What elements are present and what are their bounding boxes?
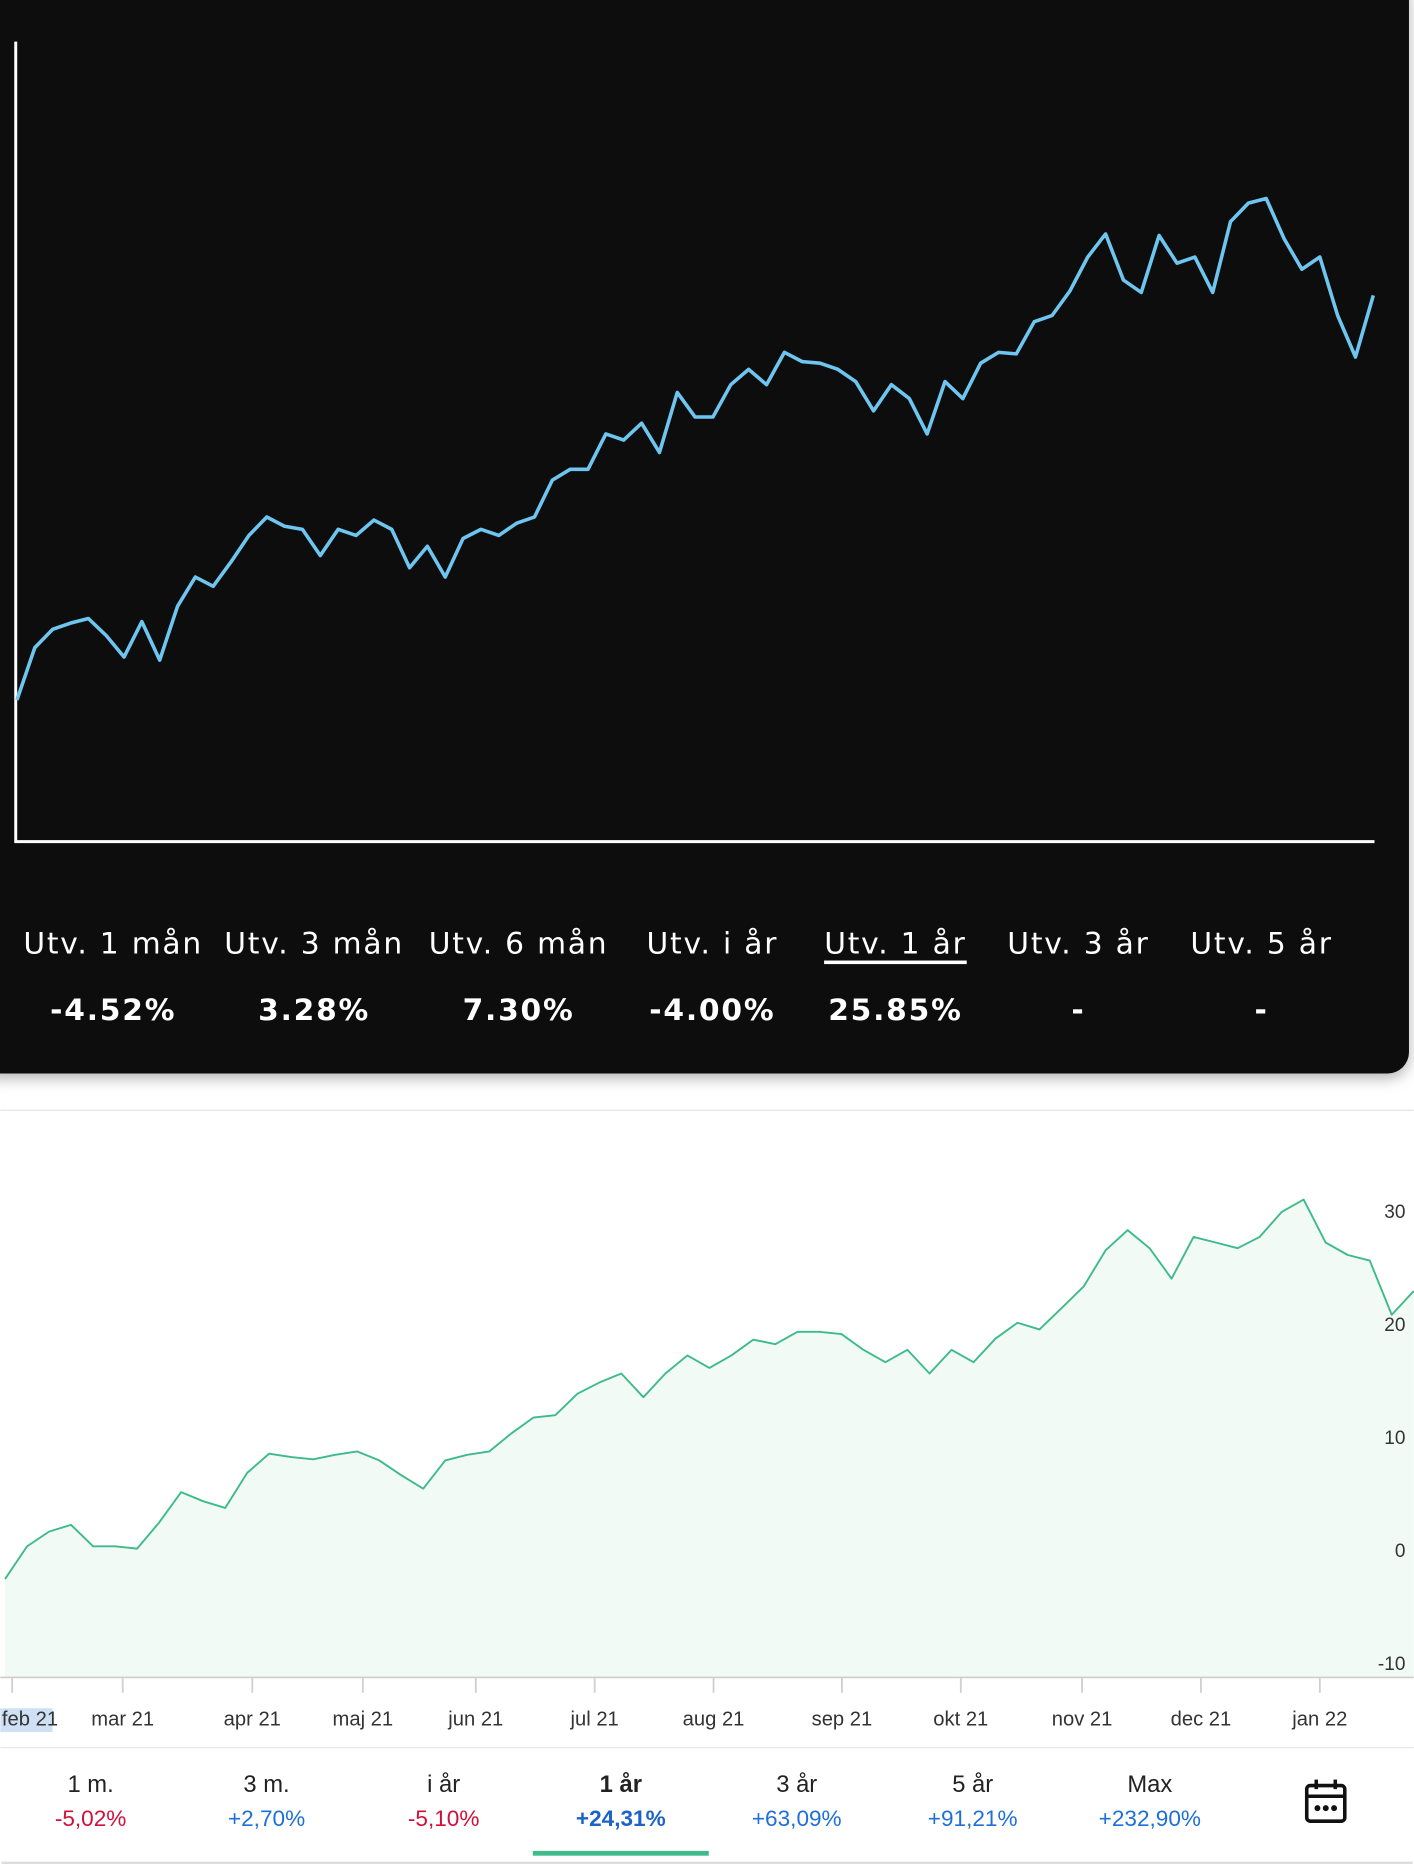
period-label[interactable]: Max [1127,1771,1172,1798]
bottom-chart: 30 20 10 0 -10 feb 21 mar 21 apr 21 maj 21 jun 21… [0,1198,1414,1733]
period-change: +2,70% [228,1806,305,1831]
x-tick-label: jul 21 [570,1709,619,1731]
period-change: +63,09% [752,1806,842,1831]
period-selector: 1 m. -5,02% 3 m. +2,70% i år -5,10% 1 år +24,31… [55,1771,1201,1856]
line [4,1198,1414,1580]
period-label[interactable]: 1 m. [68,1771,114,1798]
stat-label[interactable]: Utv. 1 mån [23,927,203,962]
x-tick-label: mar 21 [91,1709,154,1731]
stat-label[interactable]: Utv. 1 år [824,927,966,962]
stat-value: -4.52% [50,993,176,1028]
x-tick-label: dec 21 [1171,1709,1232,1731]
stat-value: 3.28% [258,993,370,1028]
x-tick-label: aug 21 [683,1709,745,1731]
stat-label[interactable]: Utv. 5 år [1190,927,1332,962]
stat-value: 25.85% [828,993,962,1028]
period-label[interactable]: 1 år [600,1771,642,1798]
stats-row: Utv. 1 mån -4.52% Utv. 3 mån 3.28% Utv. 6 må… [23,927,1332,1029]
label-highlight [0,1708,53,1733]
stat-label[interactable]: Utv. 6 mån [429,927,609,962]
selected-underline [532,1850,709,1856]
period-label[interactable]: 5 år [952,1771,993,1798]
period-change: +232,90% [1099,1806,1201,1831]
bottom-edge [1,1861,1413,1864]
x-tick-label: maj 21 [333,1709,394,1731]
top-chart [15,196,1376,701]
y-tick-label: 30 [1384,1202,1405,1223]
period-change: +24,31% [576,1806,666,1831]
x-tick-label: feb 21 [2,1709,58,1731]
y-tick-label: 0 [1395,1541,1406,1562]
period-change: -5,02% [55,1806,127,1831]
period-change: +91,21% [928,1806,1018,1831]
stat-value: 7.30% [463,993,575,1028]
stat-value: -4.00% [649,993,775,1028]
period-label[interactable]: 3 år [776,1771,817,1798]
stat-value: - [1255,993,1269,1028]
y-tick-label: -10 [1378,1654,1405,1675]
x-tick-label: jun 21 [447,1709,503,1731]
overlay-panel [0,0,1409,1074]
period-label[interactable]: 3 m. [243,1771,289,1798]
y-tick-label: 10 [1384,1428,1405,1449]
x-tick-label: apr 21 [224,1709,281,1731]
x-tick-label: sep 21 [812,1709,873,1731]
y-tick-label: 20 [1384,1315,1405,1336]
line [15,196,1376,701]
period-change: -5,10% [408,1806,480,1831]
calendar-icon[interactable] [1304,1779,1347,1823]
x-tick-label: jan 22 [1291,1709,1347,1731]
x-tick-label: okt 21 [933,1709,988,1731]
stat-label[interactable]: Utv. i år [646,927,778,962]
stat-label[interactable]: Utv. 3 år [1007,927,1149,962]
period-label[interactable]: i år [427,1771,460,1798]
x-tick-label: nov 21 [1052,1709,1113,1731]
selected-underline [824,960,967,965]
stat-label[interactable]: Utv. 3 mån [224,927,404,962]
area [5,1199,1414,1677]
stat-value: - [1071,993,1085,1028]
